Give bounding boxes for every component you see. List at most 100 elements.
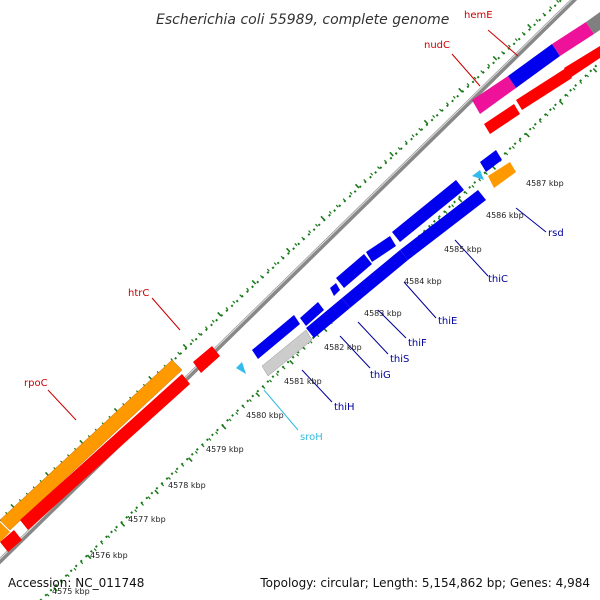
inner-ruler-tick: [471, 184, 475, 188]
inner-ruler-tick: [478, 178, 482, 182]
gene-feature-red-left[interactable]: [0, 530, 22, 552]
gene-feature-thiS[interactable]: [336, 254, 372, 288]
gene-feature-thiE[interactable]: [392, 180, 464, 242]
inner-ruler-tick: [228, 418, 232, 422]
outer-ruler-tick: [452, 95, 456, 99]
gene-feature-thiF[interactable]: [366, 236, 396, 262]
gene-feature-sroH-marker[interactable]: [236, 362, 246, 374]
inner-ruler-tick: [188, 457, 193, 462]
tick-label-4581: 4581 kbp: [284, 377, 322, 386]
gene-label-thiE[interactable]: thiE: [438, 316, 457, 327]
inner-ruler-tick: [464, 191, 468, 195]
outer-ruler-tick: [404, 140, 408, 144]
tick-label-4579: 4579 kbp: [206, 445, 244, 454]
tick-label-4587: 4587 kbp: [526, 179, 564, 188]
inner-ruler-tick: [565, 93, 569, 98]
outer-ruler-tick: [556, 0, 560, 3]
inner-ruler-tick: [201, 444, 205, 448]
gene-feature-red-top-1[interactable]: [484, 104, 520, 134]
inner-ruler-tick: [511, 145, 515, 149]
outer-ruler-tick: [527, 23, 532, 29]
gene-label-sroH[interactable]: sroH: [300, 432, 323, 443]
gene-feature-orange-left[interactable]: [0, 522, 10, 542]
gene-feature-magenta-top[interactable]: [552, 22, 594, 56]
inner-ruler-tick: [127, 515, 131, 519]
outer-ruler-tick: [439, 108, 443, 112]
outer-ruler-tick: [308, 230, 312, 234]
outer-ruler-tick: [246, 287, 250, 291]
gene-label-thiG[interactable]: thiG: [370, 370, 391, 381]
outer-ruler-tick: [349, 191, 353, 195]
gene-feature-grey-mid[interactable]: [261, 329, 313, 377]
tick-label-4577: 4577 kbp: [128, 515, 166, 524]
gene-label-thiS[interactable]: thiS: [390, 354, 409, 365]
inner-ruler-tick: [532, 126, 536, 130]
outer-ruler-tick: [232, 300, 236, 304]
inner-ruler-tick: [518, 139, 522, 143]
gene-label-rpoC[interactable]: rpoC: [24, 378, 48, 389]
gene-feature-blue-inner-2[interactable]: [342, 250, 408, 308]
gene-label-thiC[interactable]: thiC: [488, 274, 508, 285]
gene-feature-red-long[interactable]: [20, 374, 190, 530]
outer-ruler-tick: [507, 44, 511, 48]
gene-feature-grey-top[interactable]: [586, 12, 600, 34]
tick-label-4582: 4582 kbp: [324, 343, 362, 352]
gene-feature-rsd[interactable]: [488, 162, 516, 188]
gene-label-thiH[interactable]: thiH: [334, 402, 355, 413]
outer-ruler-tick: [328, 210, 332, 215]
gene-label-thiF[interactable]: thiF: [408, 338, 427, 349]
gene-label-htrC[interactable]: htrC: [128, 288, 149, 299]
inner-ruler-tick: [100, 541, 104, 545]
inner-ruler-tick: [107, 535, 111, 539]
inner-ruler-tick: [592, 67, 598, 73]
inner-ruler-tick: [167, 476, 171, 480]
inner-ruler-tick: [289, 359, 294, 365]
outer-ruler-tick: [542, 12, 546, 16]
inner-ruler-tick: [120, 522, 126, 527]
inner-ruler-tick: [451, 204, 455, 208]
outer-ruler-tick: [501, 50, 505, 55]
outer-ruler-tick: [280, 255, 284, 259]
outer-ruler-tick: [370, 172, 374, 176]
gene-feature-nudC[interactable]: [472, 76, 516, 114]
inner-ruler-tick: [282, 366, 286, 370]
inner-ruler-tick: [296, 353, 300, 357]
gene-feature-blue-small-1[interactable]: [330, 283, 340, 296]
gene-label-nudC[interactable]: nudC: [424, 40, 450, 51]
gene-feature-thiC[interactable]: [400, 190, 486, 260]
gene-label-leaders: [47, 29, 547, 431]
outer-ruler-tick: [211, 319, 215, 323]
genome-title: Escherichia coli 55989, complete genome: [156, 12, 449, 28]
gene-feature-htrC[interactable]: [193, 346, 220, 373]
reverse-strand-features: [0, 46, 600, 552]
tick-label-4585: 4585 kbp: [444, 245, 482, 254]
inner-ruler-tick: [579, 81, 583, 85]
gene-feature-thiH[interactable]: [252, 315, 300, 359]
inner-ruler-tick: [558, 100, 564, 106]
outer-ruler-tick: [418, 127, 422, 131]
gene-feature-blue-inner-1[interactable]: [306, 298, 350, 338]
gene-feature-thiG[interactable]: [300, 302, 324, 326]
tick-label-4576: 4576 kbp: [90, 551, 128, 560]
gene-feature-light-blue-marker[interactable]: [472, 170, 484, 180]
gene-label-rsd[interactable]: rsd: [548, 228, 564, 239]
tick-label-4584: 4584 kbp: [404, 277, 442, 286]
forward-strand-features: [0, 12, 600, 542]
outer-ruler-tick: [266, 268, 270, 272]
gene-feature-rpoC[interactable]: [0, 359, 183, 531]
gene-feature-red-top-2[interactable]: [516, 68, 572, 110]
inner-ruler-tick: [242, 405, 246, 409]
gene-feature-hemE[interactable]: [508, 44, 560, 88]
gene-label-hemE[interactable]: hemE: [464, 10, 493, 21]
outer-ruler-tick: [411, 134, 415, 138]
inner-ruler-tick: [73, 567, 77, 571]
gene-feature-red-top-3[interactable]: [564, 46, 600, 78]
outer-ruler-tick: [177, 351, 181, 355]
gene-feature-blue-small-2[interactable]: [480, 150, 502, 172]
inner-ruler-tick: [86, 554, 92, 560]
outer-ruler-tick: [294, 242, 298, 247]
inner-ruler-tick: [275, 372, 279, 377]
outer-ruler-tick: [389, 151, 394, 157]
